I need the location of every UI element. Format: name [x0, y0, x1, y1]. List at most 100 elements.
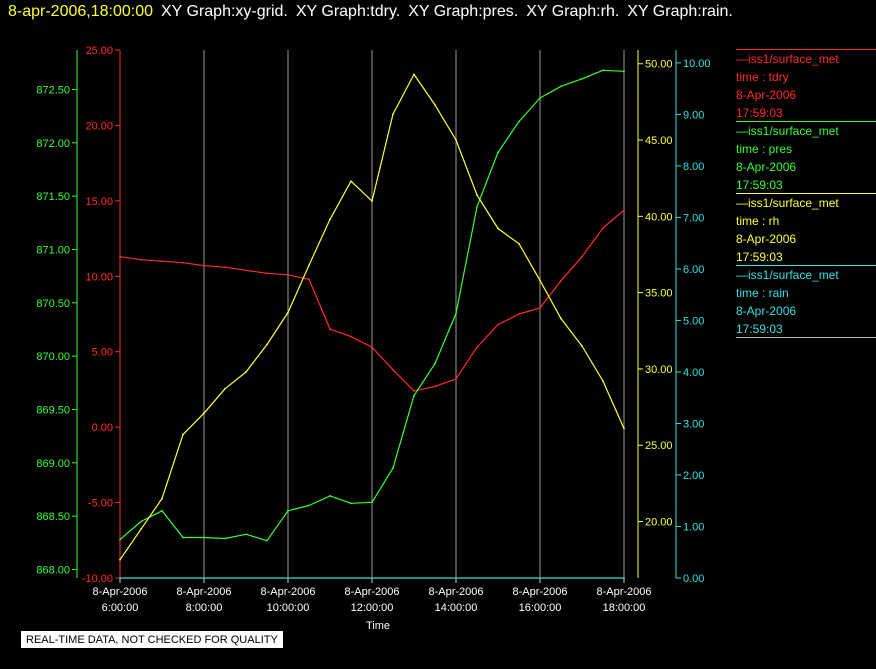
data-point-pres [350, 502, 352, 505]
data-point-tdry [455, 377, 457, 380]
data-point-rh [245, 371, 247, 373]
data-point-tdry [308, 278, 310, 281]
data-point-tdry [518, 313, 520, 315]
data-point-pres [266, 539, 268, 542]
pres-tick-label: 872.00 [36, 138, 70, 150]
data-point-tdry [161, 260, 163, 263]
data-point-tdry [119, 255, 121, 258]
header-graph-rain: XY Graph:rain. [627, 3, 733, 20]
data-point-rh [455, 139, 457, 141]
pres-tick-label: 869.00 [36, 458, 70, 470]
tdry-tick-label: 15.00 [85, 196, 113, 208]
rh-tick-label: 50.00 [645, 59, 673, 71]
legend-series-name: —iss1/surface_met [736, 268, 839, 282]
legend-entry-2: —iss1/surface_met time : rh 8-Apr-2006 17:5… [736, 193, 876, 266]
rh-tick-label: 20.00 [645, 517, 673, 529]
data-point-pres [371, 501, 373, 504]
x-tick-time: 12:00:00 [351, 602, 394, 614]
rain-tick-label: 9.00 [683, 109, 704, 121]
rain-tick-label: 1.00 [683, 521, 704, 533]
data-point-tdry [560, 279, 562, 282]
rain-tick-label: 10.00 [683, 58, 711, 70]
data-point-rh [434, 104, 436, 106]
data-point-pres [413, 394, 415, 397]
data-point-tdry [497, 323, 499, 326]
data-point-pres [119, 538, 121, 541]
x-tick-time: 14:00:00 [435, 602, 478, 614]
data-point-rh [182, 433, 184, 436]
legend-time: 17:59:03 [736, 106, 783, 120]
rain-tick-label: 5.00 [683, 315, 704, 327]
x-tick-date: 8-Apr-2006 [596, 586, 651, 598]
legend-separator [736, 121, 876, 122]
data-point-tdry [329, 328, 331, 330]
legend-date: 8-Apr-2006 [736, 88, 797, 102]
data-point-pres [308, 504, 310, 507]
data-point-tdry [203, 264, 205, 267]
data-point-pres [518, 120, 520, 123]
legend-date: 8-Apr-2006 [736, 304, 797, 318]
data-point-pres [602, 69, 604, 72]
header-bar: 8-apr-2006,18:00:00 XY Graph:xy-grid. XY G… [8, 3, 741, 21]
data-point-tdry [182, 261, 184, 264]
header-graph-pres: XY Graph:pres. [408, 3, 519, 20]
x-tick-date: 8-Apr-2006 [260, 586, 315, 598]
data-point-rh [560, 317, 562, 320]
data-point-tdry [602, 227, 604, 229]
data-point-rh [602, 380, 604, 383]
x-tick-date: 8-Apr-2006 [512, 586, 567, 598]
x-tick-time: 8:00:00 [186, 602, 223, 614]
legend-separator [736, 49, 876, 50]
tdry-tick-label: 10.00 [85, 271, 113, 283]
legend-separator [736, 193, 876, 194]
data-point-rh [161, 497, 163, 500]
rain-tick-label: 3.00 [683, 418, 704, 430]
data-point-tdry [287, 273, 289, 276]
data-point-tdry [476, 346, 478, 349]
data-point-rh [287, 311, 289, 314]
data-point-rh [581, 345, 583, 347]
x-axis-title: Time [366, 620, 390, 632]
data-point-rh [392, 113, 394, 115]
legend-series-name: —iss1/surface_met [736, 52, 839, 66]
header-timestamp: 8-apr-2006,18:00:00 [8, 3, 153, 20]
tdry-tick-label: 25.00 [85, 45, 113, 57]
data-point-tdry [140, 258, 142, 261]
x-tick-time: 18:00:00 [603, 602, 646, 614]
header-graph-xy-grid: XY Graph:xy-grid. [161, 3, 288, 20]
legend-label: time : tdry [736, 70, 789, 84]
legend-time: 17:59:03 [736, 322, 783, 336]
data-point-rh [350, 180, 352, 183]
data-point-rh [371, 200, 373, 202]
pres-tick-label: 871.50 [36, 191, 70, 203]
data-point-pres [287, 509, 289, 512]
data-point-pres [581, 77, 583, 80]
pres-tick-label: 871.00 [36, 244, 70, 256]
data-point-pres [182, 536, 184, 539]
data-point-rh [476, 194, 478, 196]
rh-tick-label: 30.00 [645, 364, 673, 376]
rain-tick-label: 2.00 [683, 470, 704, 482]
rain-tick-label: 0.00 [683, 573, 704, 585]
data-point-pres [434, 362, 436, 365]
tdry-tick-label: 5.00 [92, 347, 113, 359]
data-point-tdry [413, 390, 415, 392]
x-tick-time: 16:00:00 [519, 602, 562, 614]
legend-series-name: —iss1/surface_met [736, 196, 839, 210]
pres-tick-label: 870.50 [36, 298, 70, 310]
x-tick-date: 8-Apr-2006 [428, 586, 483, 598]
data-point-rh [539, 279, 541, 282]
data-point-tdry [224, 266, 226, 269]
data-point-tdry [623, 209, 625, 211]
data-point-pres [539, 97, 541, 99]
data-point-pres [140, 520, 142, 523]
data-point-tdry [266, 272, 268, 275]
data-point-rh [497, 227, 499, 230]
rh-tick-label: 35.00 [645, 288, 673, 300]
legend-entry-3: —iss1/surface_met time : rain 8-Apr-2006 17… [736, 265, 876, 338]
pres-tick-label: 872.50 [36, 84, 70, 96]
x-tick-time: 10:00:00 [267, 602, 310, 614]
rain-tick-label: 7.00 [683, 212, 704, 224]
data-point-pres [476, 205, 478, 208]
data-point-pres [224, 537, 226, 540]
